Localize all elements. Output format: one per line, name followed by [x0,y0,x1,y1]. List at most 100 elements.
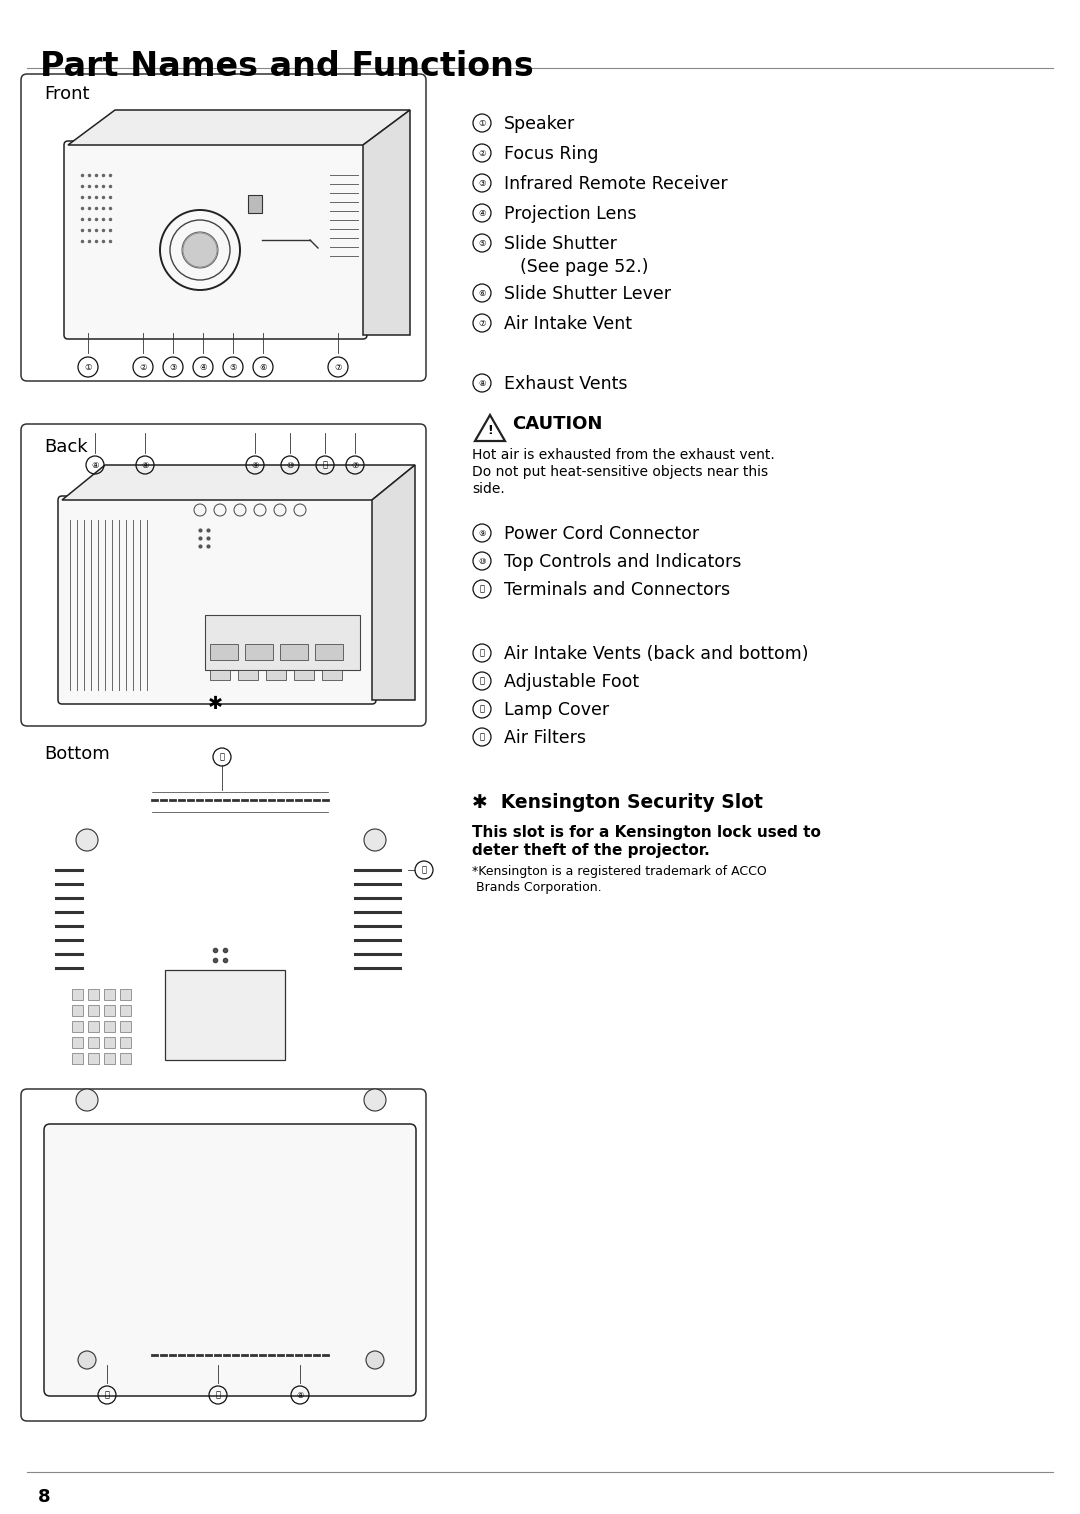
Text: Brands Corporation.: Brands Corporation. [472,881,602,893]
Text: ⑧: ⑧ [91,460,98,469]
Text: ⑥: ⑥ [478,289,486,297]
Text: ⑧: ⑧ [296,1390,303,1399]
Bar [87,1005,99,1016]
Text: Power Cord Connector: Power Cord Connector [504,525,699,544]
Text: Top Controls and Indicators: Top Controls and Indicators [504,553,741,571]
Text: ⑫: ⑫ [219,752,225,762]
Bar [104,1054,114,1064]
Bar [266,671,286,680]
Text: Air Filters: Air Filters [504,730,586,746]
Bar [245,643,273,660]
Bar [238,671,258,680]
Text: ③: ③ [170,362,177,371]
Bar [104,1005,114,1016]
Text: Front: Front [44,85,90,103]
Bar [87,1020,99,1033]
Text: ②: ② [478,148,486,157]
Text: Infrared Remote Receiver: Infrared Remote Receiver [504,176,728,192]
Text: ④: ④ [478,209,486,218]
Polygon shape [372,465,415,699]
Text: ⑤: ⑤ [478,239,486,247]
Text: ⑥: ⑥ [259,362,267,371]
Text: ②: ② [139,362,147,371]
Text: ⑮: ⑮ [105,1390,109,1399]
Text: !: ! [487,424,492,438]
Text: Slide Shutter: Slide Shutter [504,235,617,253]
Bar [72,1020,83,1033]
Text: ✱  Kensington Security Slot: ✱ Kensington Security Slot [472,793,762,812]
FancyBboxPatch shape [64,141,367,339]
Text: ⑦: ⑦ [478,318,486,327]
Text: ④: ④ [199,362,206,371]
Text: This slot is for a Kensington lock used to: This slot is for a Kensington lock used … [472,825,821,840]
Bar [120,1005,131,1016]
Text: Lamp Cover: Lamp Cover [504,701,609,719]
Circle shape [364,830,386,851]
Bar [120,1020,131,1033]
Text: ⑫: ⑫ [480,648,485,657]
Text: ⑩: ⑩ [478,557,486,566]
Bar [72,1005,83,1016]
Bar [280,643,308,660]
Bar [294,671,314,680]
Bar [322,671,342,680]
Text: Exhaust Vents: Exhaust Vents [504,375,627,394]
Bar [87,1054,99,1064]
Text: ⑧: ⑧ [478,378,486,388]
Text: Do not put heat-sensitive objects near this: Do not put heat-sensitive objects near t… [472,465,768,478]
Text: Speaker: Speaker [504,115,576,133]
Circle shape [183,233,217,266]
Circle shape [78,1350,96,1369]
Bar [248,195,262,213]
Text: ⑩: ⑩ [286,460,294,469]
Bar [210,671,230,680]
Text: Part Names and Functions: Part Names and Functions [40,50,534,83]
Circle shape [364,1089,386,1111]
Polygon shape [363,111,410,335]
Text: ⑤: ⑤ [229,362,237,371]
Text: ⑦: ⑦ [351,460,359,469]
Bar [72,1037,83,1048]
Text: 8: 8 [38,1488,51,1506]
Text: Back: Back [44,438,87,456]
Text: ⑨: ⑨ [478,528,486,537]
FancyBboxPatch shape [21,424,426,727]
Text: *Kensington is a registered trademark of ACCO: *Kensington is a registered trademark of… [472,864,767,878]
Circle shape [76,830,98,851]
Bar [120,1037,131,1048]
Text: Bottom: Bottom [44,745,110,763]
Bar [72,989,83,1001]
Text: side.: side. [472,481,504,497]
Bar [72,1054,83,1064]
Text: ⑭: ⑭ [216,1390,220,1399]
Text: Terminals and Connectors: Terminals and Connectors [504,581,730,600]
Bar [104,1037,114,1048]
Text: ③: ③ [478,179,486,188]
Bar [120,989,131,1001]
FancyBboxPatch shape [58,497,376,704]
Polygon shape [62,465,415,500]
Bar [87,989,99,1001]
Text: ⑨: ⑨ [252,460,259,469]
Text: ⑬: ⑬ [421,866,427,875]
Text: Focus Ring: Focus Ring [504,145,598,164]
Polygon shape [68,111,410,145]
Circle shape [366,1350,384,1369]
FancyBboxPatch shape [44,1123,416,1396]
Text: ⑬: ⑬ [480,677,485,686]
Text: ⑧: ⑧ [141,460,149,469]
Text: Air Intake Vents (back and bottom): Air Intake Vents (back and bottom) [504,645,809,663]
Text: ①: ① [478,118,486,127]
Text: ⑪: ⑪ [323,460,327,469]
Text: deter theft of the projector.: deter theft of the projector. [472,843,710,858]
Text: Slide Shutter Lever: Slide Shutter Lever [504,285,671,303]
Text: ⑪: ⑪ [480,584,485,593]
Bar [87,1037,99,1048]
Bar [104,989,114,1001]
Text: Projection Lens: Projection Lens [504,204,636,223]
Text: Air Intake Vent: Air Intake Vent [504,315,632,333]
Text: Hot air is exhausted from the exhaust vent.: Hot air is exhausted from the exhaust ve… [472,448,774,462]
Bar [165,970,285,1060]
Text: CAUTION: CAUTION [512,415,603,433]
Text: ✱: ✱ [207,695,222,713]
